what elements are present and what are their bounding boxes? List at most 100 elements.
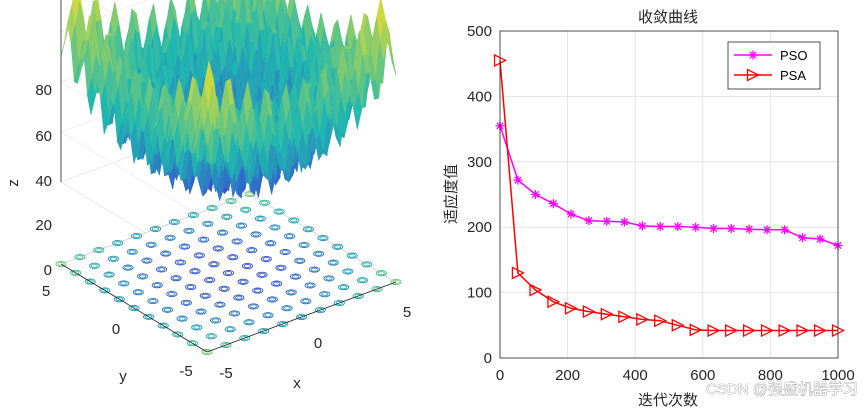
contour-ring xyxy=(254,215,266,222)
contour-ring xyxy=(258,327,270,335)
contour-ring xyxy=(289,273,302,280)
contour-ring xyxy=(189,268,201,275)
convergence-x-label: 迭代次数 xyxy=(638,392,698,409)
contour-ring xyxy=(271,280,283,287)
contour-ring xyxy=(216,302,224,307)
triangle-marker xyxy=(547,295,561,309)
data-point-pso xyxy=(798,233,808,243)
contour-ring xyxy=(84,278,96,285)
contour-ring xyxy=(131,232,143,240)
contour-ring xyxy=(193,325,201,330)
contour-ring xyxy=(147,242,155,247)
surface-z-tick: 60 xyxy=(35,128,52,145)
contour-ring xyxy=(246,191,254,197)
data-point-pso xyxy=(530,190,540,199)
contour-ring xyxy=(278,321,287,327)
triangle-marker xyxy=(707,323,721,338)
asterisk-stroke xyxy=(603,217,611,225)
contour-ring xyxy=(163,307,172,312)
contour-ring xyxy=(373,286,381,292)
contour-ring xyxy=(264,313,272,318)
surface-x-tick: 5 xyxy=(403,304,411,321)
contour-ring xyxy=(143,258,151,263)
contour-ring xyxy=(199,237,208,242)
x-tick-label: 0 xyxy=(496,367,504,384)
contour-ring xyxy=(191,269,199,274)
asterisk-stroke xyxy=(585,217,593,225)
contour-ring xyxy=(354,293,362,299)
contour-ring xyxy=(295,313,308,321)
contour-ring xyxy=(260,255,272,263)
data-point-pso xyxy=(780,225,790,235)
asterisk-stroke xyxy=(549,200,558,208)
surface-patch xyxy=(203,109,212,146)
contour-ring xyxy=(204,221,212,226)
contour-ring xyxy=(235,295,243,300)
convergence-series xyxy=(493,53,845,338)
contour-ring xyxy=(252,287,264,294)
contour-ring xyxy=(231,238,243,245)
asterisk-stroke xyxy=(798,234,807,242)
surface-axes xyxy=(60,0,397,353)
contour-ring xyxy=(332,243,344,250)
data-point-pso xyxy=(744,224,754,234)
contour-ring xyxy=(149,225,162,233)
surface-x-label: x xyxy=(293,375,301,392)
contour-ring xyxy=(275,264,287,271)
contour-ring xyxy=(145,241,157,248)
data-point-pso xyxy=(584,216,594,226)
contour-ring xyxy=(130,305,138,311)
contour-ring xyxy=(256,271,268,278)
data-point-pso xyxy=(673,222,683,232)
asterisk-stroke xyxy=(514,176,522,184)
convergence-y-label: 适应度值 xyxy=(442,164,460,224)
contour-ring xyxy=(212,245,224,252)
contour-ring xyxy=(285,234,294,239)
contour-ring xyxy=(141,257,153,264)
data-point-psa xyxy=(760,323,774,338)
data-point-psa xyxy=(689,323,703,337)
contour-ring xyxy=(392,279,400,285)
data-point-pso xyxy=(691,222,701,232)
contour-ring xyxy=(206,204,218,212)
contour-ring xyxy=(262,256,270,262)
asterisk-stroke xyxy=(727,224,735,233)
contour-ring xyxy=(239,334,251,342)
contour-ring xyxy=(153,283,161,288)
contour-ring xyxy=(227,198,235,204)
contour-ring xyxy=(176,260,185,265)
surface-z-tick: 0 xyxy=(44,262,52,279)
contour-ring xyxy=(304,282,316,289)
contour-ring xyxy=(371,285,383,293)
contour-ring xyxy=(220,341,232,349)
contour-ring xyxy=(237,223,246,228)
legend-psa-label: PSA xyxy=(780,68,806,83)
contour-ring xyxy=(210,317,222,324)
contour-ring xyxy=(225,197,237,205)
contour-ring xyxy=(285,289,297,296)
contour-ring xyxy=(235,222,247,229)
contour-ring xyxy=(181,244,189,249)
contour-ring xyxy=(199,292,211,299)
contour-ring xyxy=(207,334,215,339)
contour-ring xyxy=(151,282,163,289)
contour-ring xyxy=(258,272,266,277)
legend-psa-marker xyxy=(746,68,760,82)
contour-ring xyxy=(223,214,231,219)
contour-ring xyxy=(244,190,256,198)
y-tick-label: 300 xyxy=(467,154,492,171)
contour-ring xyxy=(95,247,103,253)
contour-ring xyxy=(157,322,169,329)
contour-ring xyxy=(74,253,86,261)
contour-ring xyxy=(325,276,333,281)
contour-ring xyxy=(342,268,354,275)
contour-ring xyxy=(375,270,387,277)
contour-ring xyxy=(287,290,295,295)
triangle-marker xyxy=(725,323,739,338)
contour-ring xyxy=(300,298,312,305)
contour-ring xyxy=(93,246,105,254)
data-point-pso xyxy=(655,222,665,232)
contour-ring xyxy=(128,249,136,254)
x-tick-label: 600 xyxy=(690,367,715,384)
data-point-psa xyxy=(529,283,543,297)
